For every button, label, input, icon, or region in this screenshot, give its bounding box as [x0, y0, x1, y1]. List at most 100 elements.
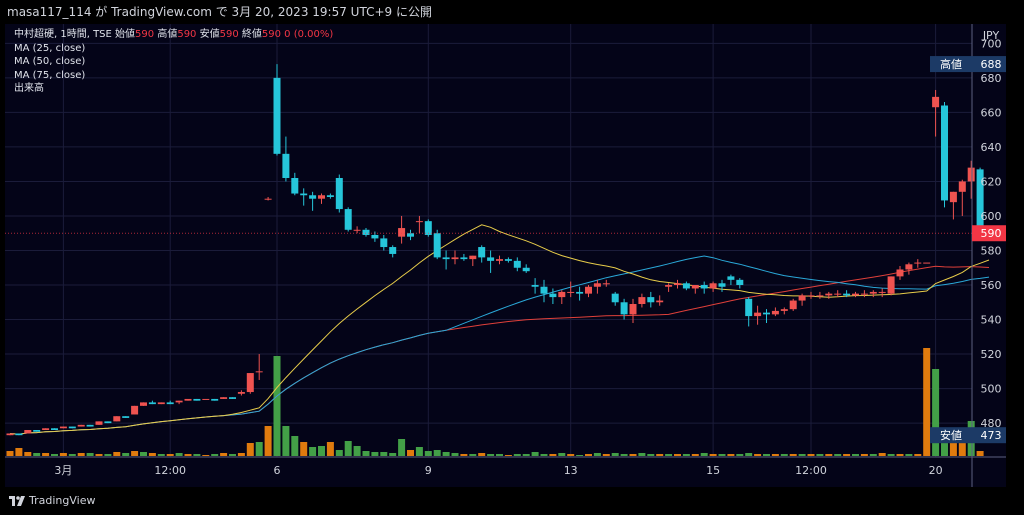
legend-ma50[interactable]: MA (50, close): [14, 56, 86, 67]
volume-bar: [949, 436, 957, 456]
volume-bar: [148, 453, 156, 456]
volume-bar: [380, 452, 388, 456]
candle-body: [611, 293, 619, 303]
chart-area[interactable]: [5, 24, 1006, 487]
footer: TradingView: [0, 487, 1024, 515]
volume-bar: [175, 453, 183, 456]
volume-bar: [6, 451, 14, 456]
y-tick-label: 500: [981, 383, 1002, 396]
volume-bar: [585, 454, 592, 456]
y-tick-label: 660: [981, 106, 1002, 119]
volume-bar: [469, 454, 477, 456]
y-tick-label: 600: [981, 210, 1002, 223]
candle-body: [77, 424, 85, 427]
candle-body: [291, 177, 299, 194]
volume-bar: [220, 453, 228, 456]
publish-header: masa117_114 が TradingView.com で 3月 20, 2…: [0, 0, 1024, 24]
candle-body: [976, 169, 984, 234]
low-marker-value: 473: [981, 429, 1002, 442]
candle-body: [433, 233, 441, 258]
volume-bar: [513, 454, 521, 456]
high-value: 590: [177, 29, 197, 40]
volume-bar: [68, 454, 76, 456]
volume-bar: [282, 426, 290, 456]
candle-body: [852, 293, 859, 296]
y-tick-label: 620: [981, 175, 1002, 188]
high-marker-tag: [930, 56, 1006, 73]
volume-bar: [300, 442, 308, 456]
legend-ma25[interactable]: MA (25, close): [14, 42, 86, 54]
legend-volume[interactable]: 出来高: [14, 83, 44, 94]
volume-bar: [576, 455, 584, 456]
candle-body: [958, 181, 966, 192]
candle-body: [353, 229, 361, 231]
volume-bar: [629, 454, 637, 456]
candle-body: [549, 293, 557, 298]
volume-bar: [700, 453, 708, 456]
volume-bar: [460, 454, 468, 456]
candle-body: [469, 255, 477, 260]
volume-bar: [113, 452, 121, 456]
volume-bar: [442, 452, 450, 456]
candle-body: [407, 233, 414, 237]
volume-bar: [923, 348, 931, 456]
volume-bar: [415, 447, 423, 456]
y-tick-label: 580: [981, 244, 1002, 257]
volume-bar: [549, 454, 557, 456]
volume-bar: [86, 453, 94, 456]
low-marker-label: 安値: [940, 428, 962, 442]
volume-bar: [229, 454, 236, 456]
candle-body: [727, 276, 735, 280]
candle-body: [51, 428, 58, 431]
chart-legend: 中村超硬, 1時間, TSE 始値590 高値590 安値590 終値590 0…: [14, 28, 333, 96]
volume-bar: [852, 454, 859, 456]
volume-bar: [843, 454, 851, 456]
volume-bar: [798, 454, 806, 456]
last-price-value: 590: [981, 227, 1002, 240]
volume-bar: [647, 454, 655, 456]
candle-body: [780, 309, 788, 311]
candle-body: [273, 77, 281, 154]
volume-bar: [353, 446, 361, 456]
candle-body: [68, 426, 76, 429]
candle-body: [513, 260, 521, 268]
candle-body: [576, 291, 584, 294]
volume-bar: [77, 453, 85, 456]
tradingview-brand[interactable]: TradingView: [9, 494, 95, 507]
candle-body: [585, 286, 592, 294]
close-label: 終値: [241, 29, 262, 40]
candle-body: [567, 291, 575, 293]
ma50-line: [9, 255, 990, 435]
volume-bar: [905, 454, 913, 456]
volume-bar: [451, 453, 459, 456]
volume-bar: [496, 454, 503, 456]
volume-bar: [807, 454, 815, 456]
candle-body: [718, 283, 726, 287]
candle-body: [941, 105, 948, 201]
candle-body: [967, 167, 975, 182]
volume-bar: [887, 454, 895, 456]
candle-body: [122, 416, 130, 418]
volume-bar: [754, 454, 762, 456]
candle-body: [860, 293, 868, 295]
low-marker-tag: [930, 427, 1006, 444]
candlestick-chart[interactable]: JPY7006806606406206005805605405205004803…: [5, 24, 1006, 487]
y-tick-label: 640: [981, 141, 1002, 154]
candle-body: [869, 291, 877, 294]
candle-body: [843, 293, 851, 296]
volume-bar: [424, 451, 432, 456]
candle-body: [157, 402, 165, 405]
candle-body: [540, 286, 548, 294]
ma25-line: [9, 224, 990, 435]
candle-body: [896, 269, 904, 277]
volume-bar: [478, 453, 486, 456]
publish-header-text: masa117_114 が TradingView.com で 3月 20, 2…: [7, 5, 432, 19]
candle-body: [229, 397, 236, 399]
volume-bar: [869, 454, 877, 456]
volume-bar: [602, 454, 610, 456]
candle-body: [246, 373, 254, 393]
candle-body: [24, 430, 32, 434]
legend-ma75[interactable]: MA (75, close): [14, 69, 86, 81]
candle-body: [282, 153, 290, 178]
candle-body: [932, 96, 940, 108]
